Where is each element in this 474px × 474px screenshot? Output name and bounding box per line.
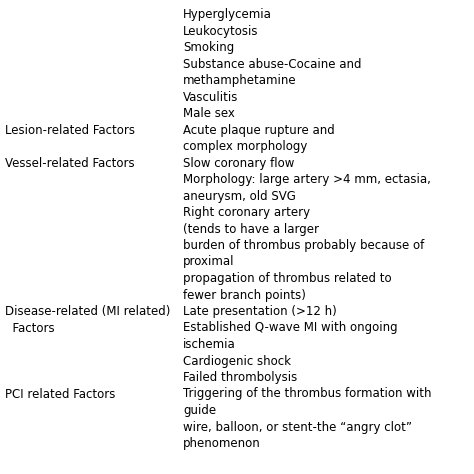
Text: proximal: proximal <box>183 255 235 268</box>
Text: burden of thrombus probably because of: burden of thrombus probably because of <box>183 239 424 252</box>
Text: Smoking: Smoking <box>183 41 234 54</box>
Text: Lesion-related Factors: Lesion-related Factors <box>5 124 135 137</box>
Text: Leukocytosis: Leukocytosis <box>183 25 258 37</box>
Text: Hyperglycemia: Hyperglycemia <box>183 8 272 21</box>
Text: Triggering of the thrombus formation with: Triggering of the thrombus formation wit… <box>183 388 431 401</box>
Text: Male sex: Male sex <box>183 107 235 120</box>
Text: aneurysm, old SVG: aneurysm, old SVG <box>183 190 296 202</box>
Text: guide: guide <box>183 404 216 417</box>
Text: Substance abuse-Cocaine and: Substance abuse-Cocaine and <box>183 57 362 71</box>
Text: Late presentation (>12 h): Late presentation (>12 h) <box>183 305 337 318</box>
Text: Cardiogenic shock: Cardiogenic shock <box>183 355 291 367</box>
Text: methamphetamine: methamphetamine <box>183 74 297 87</box>
Text: wire, balloon, or stent-the “angry clot”: wire, balloon, or stent-the “angry clot” <box>183 420 412 434</box>
Text: Slow coronary flow: Slow coronary flow <box>183 156 294 170</box>
Text: Factors: Factors <box>5 321 55 335</box>
Text: Morphology: large artery >4 mm, ectasia,: Morphology: large artery >4 mm, ectasia, <box>183 173 431 186</box>
Text: complex morphology: complex morphology <box>183 140 307 153</box>
Text: Vasculitis: Vasculitis <box>183 91 238 103</box>
Text: Right coronary artery: Right coronary artery <box>183 206 310 219</box>
Text: ischemia: ischemia <box>183 338 236 351</box>
Text: phenomenon: phenomenon <box>183 437 261 450</box>
Text: (tends to have a larger: (tends to have a larger <box>183 222 319 236</box>
Text: Failed thrombolysis: Failed thrombolysis <box>183 371 297 384</box>
Text: Acute plaque rupture and: Acute plaque rupture and <box>183 124 335 137</box>
Text: fewer branch points): fewer branch points) <box>183 289 306 301</box>
Text: Disease-related (MI related): Disease-related (MI related) <box>5 305 170 318</box>
Text: PCI related Factors: PCI related Factors <box>5 388 115 401</box>
Text: propagation of thrombus related to: propagation of thrombus related to <box>183 272 392 285</box>
Text: Vessel-related Factors: Vessel-related Factors <box>5 156 135 170</box>
Text: Established Q-wave MI with ongoing: Established Q-wave MI with ongoing <box>183 321 398 335</box>
